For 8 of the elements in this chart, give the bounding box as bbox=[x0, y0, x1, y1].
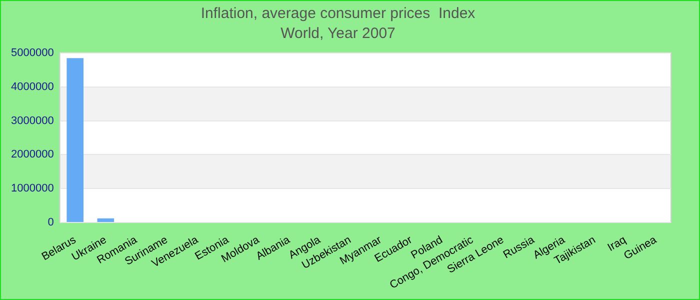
y-tick-label: 1000000 bbox=[10, 182, 54, 195]
y-tick-label: 4000000 bbox=[10, 80, 54, 93]
y-tick-label: 3000000 bbox=[10, 114, 54, 127]
y-tick-label: 0 bbox=[48, 216, 54, 229]
chart-subtitle: World, Year 2007 bbox=[280, 25, 396, 42]
y-tick-label: 2000000 bbox=[10, 148, 54, 161]
y-tick-label: 5000000 bbox=[10, 47, 54, 60]
chart-title: Inflation, average consumer prices Index bbox=[200, 5, 476, 22]
